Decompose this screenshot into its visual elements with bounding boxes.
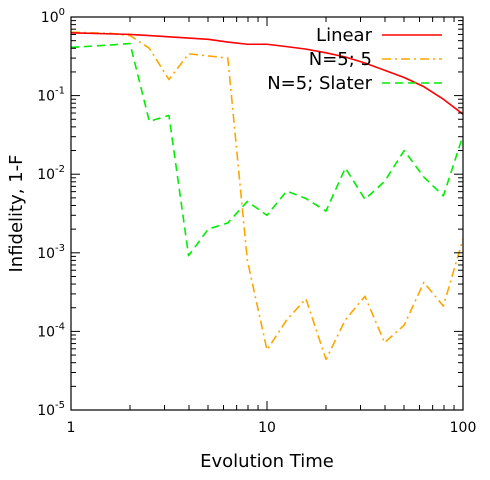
series-line-0 (71, 31, 463, 115)
y-tick-exponent: 0 (59, 7, 65, 18)
y-tick-label: 10-3 (37, 243, 65, 262)
y-tick-label: 10-4 (37, 321, 65, 340)
y-tick-base: 10 (37, 246, 55, 262)
y-axis-title: Infidelity, 1-F (6, 154, 27, 272)
y-tick-exponent: -5 (55, 400, 65, 411)
series-line-2 (71, 42, 463, 257)
y-tick-base: 10 (41, 10, 59, 26)
series-line-1 (71, 31, 463, 361)
ticks-layer (70, 16, 464, 411)
series-layer (71, 31, 463, 361)
legend-label: N=5; 5 (309, 49, 372, 70)
x-tick-label: 1 (67, 420, 76, 436)
y-tick-label: 10-5 (37, 400, 65, 419)
y-tick-exponent: -4 (55, 321, 65, 332)
y-tick-exponent: -2 (55, 164, 65, 175)
y-tick-base: 10 (37, 403, 55, 419)
y-tick-label: 100 (41, 7, 65, 26)
y-tick-label: 10-1 (37, 86, 65, 105)
x-tick-label: 100 (450, 420, 477, 436)
y-tick-exponent: -3 (55, 243, 65, 254)
legend-label: Linear (316, 25, 373, 46)
legend: Linear N=5; 5 N=5; Slater (267, 25, 442, 94)
y-tick-base: 10 (37, 89, 55, 105)
y-tick-exponent: -1 (55, 86, 65, 97)
x-tick-label: 10 (258, 420, 276, 436)
legend-label: N=5; Slater (267, 73, 372, 94)
y-tick-base: 10 (37, 167, 55, 183)
x-axis-title: Evolution Time (200, 451, 334, 472)
y-tick-base: 10 (37, 324, 55, 340)
y-tick-label: 10-2 (37, 164, 65, 183)
